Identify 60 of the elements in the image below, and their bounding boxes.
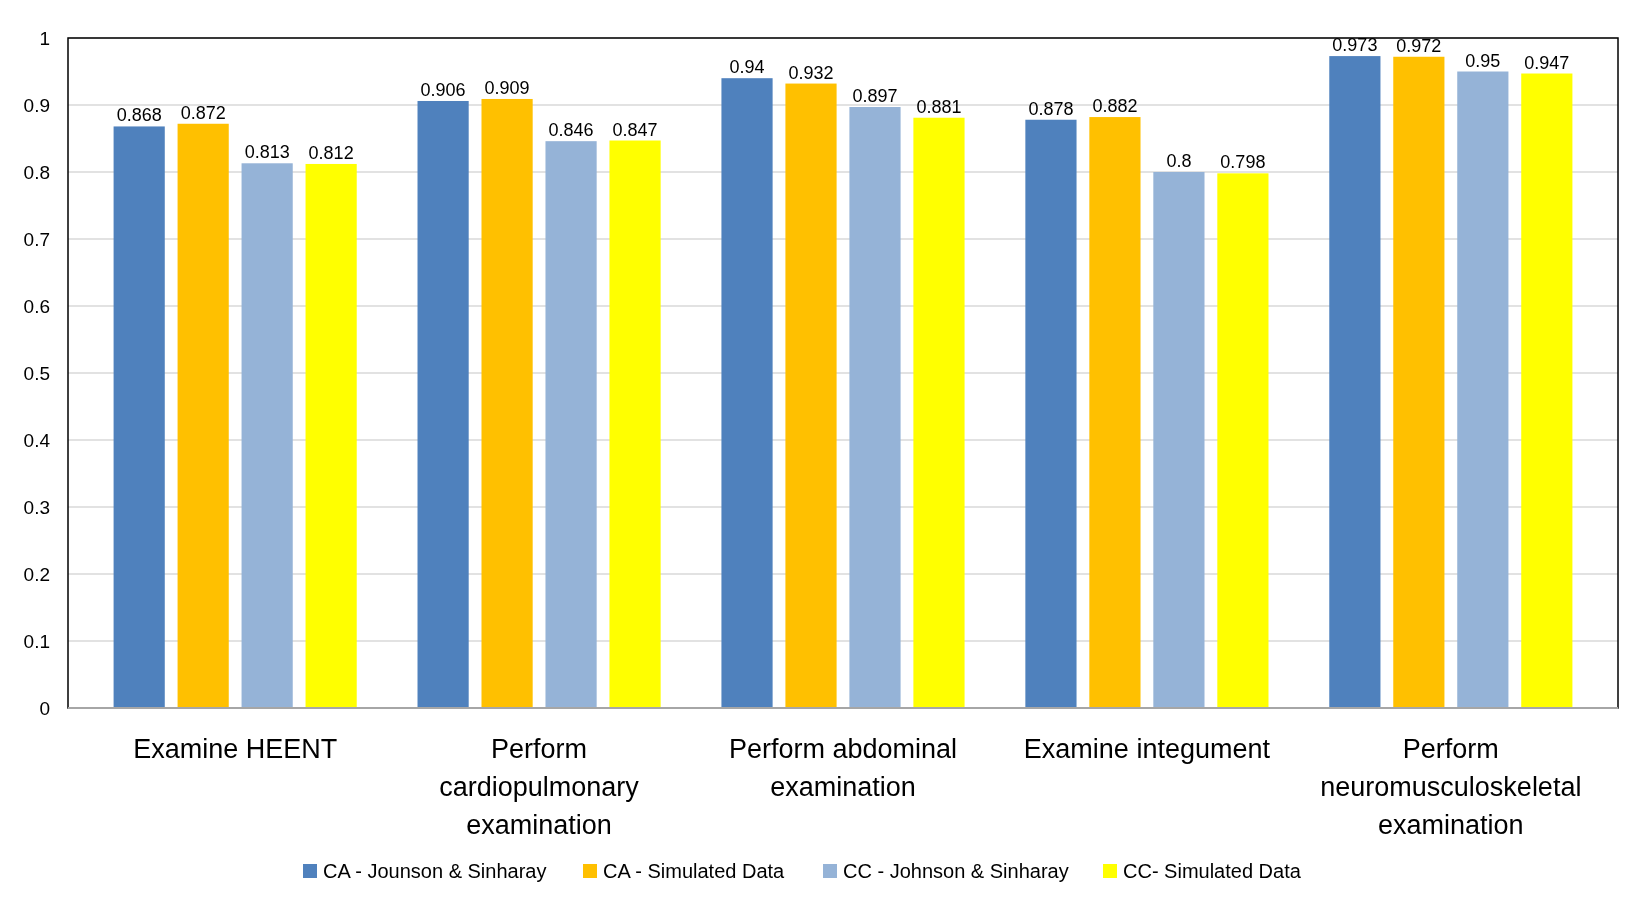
y-tick-label: 1 xyxy=(39,27,50,49)
data-label: 0.872 xyxy=(180,102,226,123)
data-label: 0.847 xyxy=(612,119,658,140)
x-tick-label: Examine HEENT xyxy=(133,734,338,764)
bar xyxy=(305,163,357,708)
data-label: 0.798 xyxy=(1220,152,1266,173)
data-label: 0.878 xyxy=(1028,98,1074,119)
legend-label: CA - Jounson & Sinharay xyxy=(323,860,547,882)
legend-label: CC - Johnson & Sinharay xyxy=(843,860,1069,882)
bar xyxy=(1457,71,1509,708)
x-tick-label: Examine integument xyxy=(1023,734,1271,764)
bar xyxy=(913,117,965,708)
legend-label: CA - Simulated Data xyxy=(603,860,786,882)
x-tick-label: Perform abdominal examination xyxy=(728,734,958,802)
data-label: 0.947 xyxy=(1524,52,1570,73)
data-label: 0.897 xyxy=(852,86,898,107)
data-label: 0.932 xyxy=(788,62,834,83)
data-label: 0.868 xyxy=(116,105,162,126)
bar xyxy=(545,141,597,708)
data-label: 0.972 xyxy=(1396,35,1442,56)
data-label: 0.8 xyxy=(1166,151,1192,171)
bar xyxy=(1025,119,1077,708)
y-tick-label: 0.7 xyxy=(23,228,50,250)
bar xyxy=(1393,56,1445,708)
y-tick-label: 0.9 xyxy=(23,94,50,116)
bar xyxy=(417,100,469,708)
y-tick-label: 0.6 xyxy=(23,295,50,317)
legend-label: CC- Simulated Data xyxy=(1123,860,1302,882)
data-label: 0.846 xyxy=(548,120,594,141)
data-label: 0.881 xyxy=(916,96,962,117)
data-label: 0.909 xyxy=(484,77,530,98)
bar xyxy=(721,78,773,708)
data-label: 0.882 xyxy=(1092,96,1138,117)
data-label: 0.94 xyxy=(729,57,765,78)
bar xyxy=(1089,117,1141,708)
bar xyxy=(113,126,165,708)
x-tick-label: Perform neuromusculoskeletal examination xyxy=(1320,734,1582,840)
bar xyxy=(609,140,661,708)
x-tick-label: Perform cardiopulmonary examination xyxy=(439,734,640,840)
bar xyxy=(785,83,837,708)
data-label: 0.813 xyxy=(244,142,290,163)
bar xyxy=(1217,173,1269,708)
data-label: 0.906 xyxy=(420,79,466,100)
y-tick-label: 0.4 xyxy=(23,429,51,451)
y-tick-label: 0.2 xyxy=(23,563,50,585)
y-tick-label: 0.8 xyxy=(23,161,50,183)
data-label: 0.812 xyxy=(308,142,354,163)
y-tick-label: 0.3 xyxy=(23,496,50,518)
data-label: 0.973 xyxy=(1332,35,1378,56)
bar xyxy=(1521,73,1573,708)
y-tick-label: 0.1 xyxy=(23,630,50,652)
bar xyxy=(241,163,293,708)
bar xyxy=(1153,172,1205,708)
bar xyxy=(177,123,229,708)
y-tick-label: 0.5 xyxy=(23,362,50,384)
y-tick-label: 0 xyxy=(39,697,50,719)
bar xyxy=(481,98,533,708)
bar xyxy=(1329,56,1381,708)
data-label: 0.95 xyxy=(1465,50,1501,71)
bar xyxy=(849,107,901,708)
